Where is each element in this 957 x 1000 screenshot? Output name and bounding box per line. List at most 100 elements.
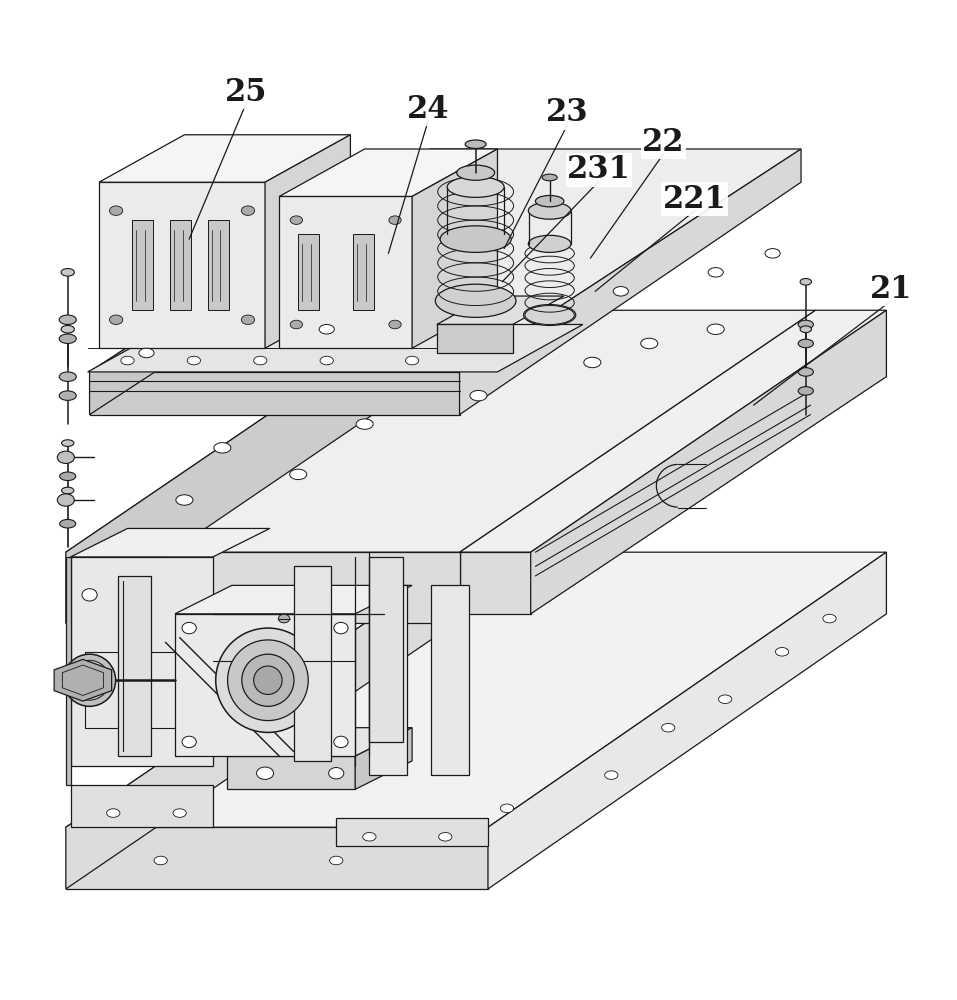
Polygon shape: [99, 182, 265, 348]
Ellipse shape: [176, 495, 193, 505]
Ellipse shape: [823, 614, 836, 623]
Ellipse shape: [59, 372, 77, 381]
Ellipse shape: [154, 856, 167, 865]
Ellipse shape: [329, 856, 343, 865]
Polygon shape: [90, 149, 431, 415]
Polygon shape: [88, 324, 583, 372]
Ellipse shape: [613, 287, 629, 296]
Ellipse shape: [319, 324, 334, 334]
Polygon shape: [90, 149, 801, 372]
Ellipse shape: [363, 833, 376, 841]
Ellipse shape: [389, 320, 401, 329]
Ellipse shape: [241, 315, 255, 324]
Ellipse shape: [106, 809, 120, 817]
Ellipse shape: [59, 315, 77, 324]
Ellipse shape: [765, 249, 780, 258]
Ellipse shape: [719, 695, 732, 703]
Ellipse shape: [501, 804, 514, 813]
Text: 221: 221: [663, 184, 726, 215]
Ellipse shape: [61, 487, 74, 494]
Ellipse shape: [215, 628, 320, 732]
Polygon shape: [66, 310, 815, 552]
Text: 22: 22: [642, 127, 685, 158]
Ellipse shape: [109, 315, 122, 324]
Text: 24: 24: [407, 94, 450, 125]
Ellipse shape: [228, 640, 308, 721]
Polygon shape: [531, 310, 886, 614]
Polygon shape: [71, 557, 212, 766]
Polygon shape: [66, 310, 422, 623]
Ellipse shape: [798, 339, 813, 348]
Polygon shape: [355, 728, 412, 789]
Ellipse shape: [61, 325, 75, 333]
Ellipse shape: [173, 809, 187, 817]
Ellipse shape: [290, 469, 307, 480]
Ellipse shape: [61, 269, 75, 276]
Ellipse shape: [320, 356, 333, 365]
Ellipse shape: [188, 356, 201, 365]
Polygon shape: [175, 585, 412, 614]
Polygon shape: [412, 149, 498, 348]
Ellipse shape: [59, 472, 76, 481]
Text: 25: 25: [225, 77, 267, 108]
Polygon shape: [71, 528, 270, 557]
Ellipse shape: [528, 202, 571, 219]
Ellipse shape: [800, 278, 812, 285]
Ellipse shape: [389, 216, 401, 224]
Ellipse shape: [182, 622, 196, 634]
Ellipse shape: [535, 195, 564, 207]
Ellipse shape: [334, 622, 348, 634]
Polygon shape: [55, 659, 112, 701]
Ellipse shape: [242, 654, 294, 706]
Polygon shape: [71, 785, 212, 827]
Ellipse shape: [82, 589, 98, 601]
Ellipse shape: [708, 268, 723, 277]
Polygon shape: [353, 234, 374, 310]
Polygon shape: [436, 324, 513, 353]
Ellipse shape: [465, 140, 486, 149]
Ellipse shape: [278, 614, 290, 623]
Ellipse shape: [438, 833, 452, 841]
Polygon shape: [299, 234, 319, 310]
Ellipse shape: [470, 390, 487, 401]
Polygon shape: [279, 149, 498, 196]
Ellipse shape: [447, 177, 504, 197]
Ellipse shape: [435, 284, 516, 317]
Ellipse shape: [254, 356, 267, 365]
Polygon shape: [336, 818, 488, 846]
Ellipse shape: [800, 326, 812, 333]
Ellipse shape: [59, 391, 77, 400]
Polygon shape: [369, 557, 403, 742]
Polygon shape: [459, 149, 801, 415]
Ellipse shape: [241, 206, 255, 215]
Polygon shape: [488, 552, 886, 889]
Polygon shape: [175, 614, 355, 756]
Polygon shape: [265, 135, 350, 348]
Ellipse shape: [109, 206, 122, 215]
Ellipse shape: [328, 768, 344, 779]
Ellipse shape: [775, 648, 789, 656]
Polygon shape: [170, 220, 191, 310]
Ellipse shape: [528, 235, 571, 252]
Polygon shape: [431, 585, 469, 775]
Ellipse shape: [121, 356, 134, 365]
Ellipse shape: [584, 357, 601, 368]
Text: 23: 23: [546, 97, 589, 128]
Polygon shape: [459, 310, 886, 552]
Ellipse shape: [290, 320, 302, 329]
Polygon shape: [208, 220, 229, 310]
Polygon shape: [279, 196, 412, 348]
Polygon shape: [459, 552, 531, 614]
Ellipse shape: [798, 387, 813, 395]
Ellipse shape: [456, 165, 495, 180]
Ellipse shape: [523, 305, 576, 325]
Polygon shape: [294, 566, 331, 761]
Ellipse shape: [59, 334, 77, 343]
Polygon shape: [369, 585, 408, 775]
Polygon shape: [99, 135, 350, 182]
Ellipse shape: [61, 440, 74, 446]
Polygon shape: [66, 552, 886, 827]
Polygon shape: [132, 220, 153, 310]
Ellipse shape: [213, 443, 231, 453]
Ellipse shape: [63, 654, 116, 706]
